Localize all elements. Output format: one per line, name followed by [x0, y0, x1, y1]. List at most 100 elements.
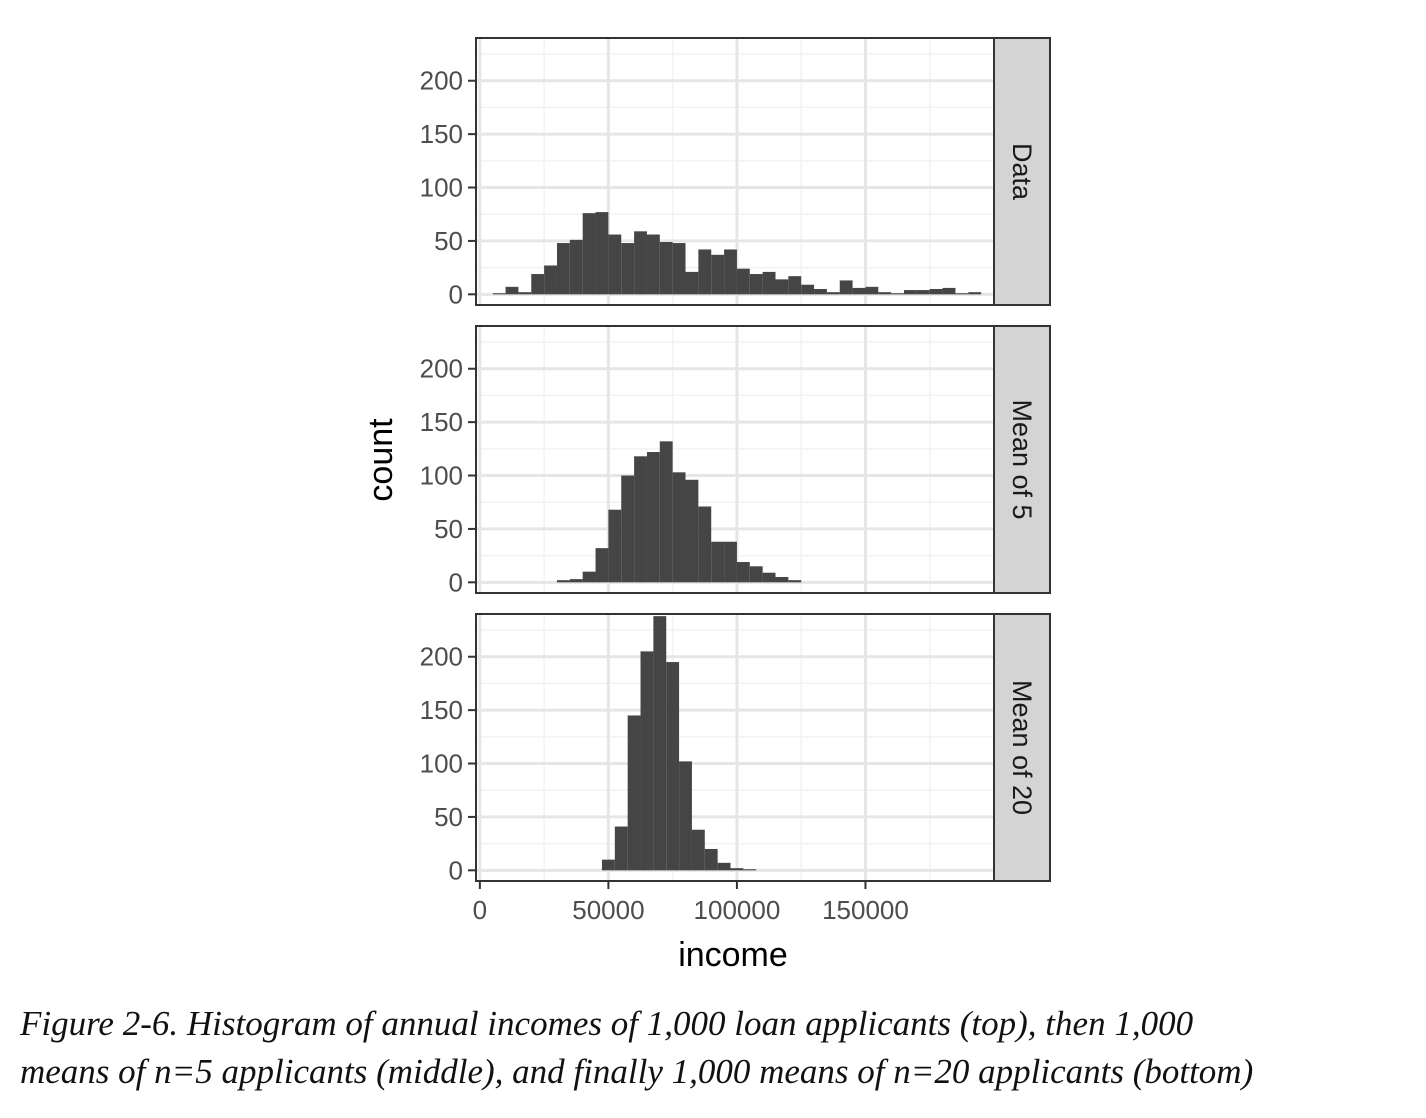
histogram-bar: [968, 292, 982, 295]
histogram-bar: [724, 249, 737, 295]
histogram-bar: [666, 662, 680, 871]
histogram-bar: [685, 479, 699, 583]
histogram-bar: [775, 279, 789, 295]
histogram-bar: [762, 271, 776, 295]
histogram-bar: [569, 239, 583, 295]
histogram-bar: [865, 286, 879, 295]
figure-caption: Figure 2-6. Histogram of annual incomes …: [20, 1000, 1410, 1096]
histogram-bar: [646, 234, 660, 295]
histogram-bar: [801, 284, 815, 295]
y-tick-label: 100: [420, 173, 463, 203]
histogram-bar: [569, 579, 583, 583]
histogram-bar: [556, 580, 570, 583]
histogram-bar: [556, 243, 570, 295]
histogram-bar: [852, 287, 866, 295]
histogram-bar: [634, 231, 647, 295]
histogram-bar: [679, 761, 692, 871]
histogram-bar: [749, 274, 763, 295]
x-tick-label: 0: [473, 895, 487, 925]
y-tick-label: 50: [434, 514, 463, 544]
histogram-bar: [492, 293, 506, 295]
y-tick-label: 100: [420, 749, 463, 779]
facet-strip: [993, 37, 1051, 306]
histogram-bar: [698, 249, 712, 295]
facet-panel: Data 0 50 100 150 200: [420, 37, 1051, 309]
caption-line-2: means of n=5 applicants (middle), and fi…: [20, 1052, 1254, 1091]
histogram-bar: [904, 290, 917, 295]
x-tick-label: 50000: [572, 895, 644, 925]
histogram-bar: [672, 472, 686, 583]
y-tick-label: 150: [420, 407, 463, 437]
histogram-bar: [711, 541, 725, 583]
histogram-bar: [634, 456, 647, 583]
y-tick-label: 0: [449, 567, 463, 597]
histogram-bar: [891, 293, 905, 295]
histogram-bar: [916, 290, 930, 295]
x-tick-label: 150000: [822, 895, 909, 925]
histogram-bar: [627, 715, 641, 871]
y-tick-label: 150: [420, 119, 463, 149]
facet-panel: Mean of 20 0 50 100 150 200: [420, 613, 1051, 885]
histogram-bar: [646, 452, 660, 583]
y-tick-label: 200: [420, 66, 463, 96]
facet-strip-label: Mean of 5: [1007, 399, 1037, 519]
histogram-bar: [621, 243, 635, 295]
histogram-bar: [518, 292, 532, 295]
caption-line-1: Figure 2-6. Histogram of annual incomes …: [20, 1004, 1194, 1043]
histogram-bar: [839, 280, 853, 295]
histogram-bar: [595, 548, 609, 583]
y-tick-label: 100: [420, 461, 463, 491]
histogram-bar: [704, 848, 718, 871]
histogram-bar: [749, 566, 763, 583]
histogram-bar: [614, 826, 628, 871]
histogram-bar: [724, 541, 737, 583]
histogram-bar: [595, 212, 609, 295]
histogram-bar: [621, 475, 635, 583]
x-tick-label: 100000: [694, 895, 781, 925]
histogram-bar: [743, 869, 757, 871]
facet-strip-label: Mean of 20: [1007, 680, 1037, 815]
histogram-bar: [608, 509, 622, 583]
y-tick-label: 150: [420, 695, 463, 725]
y-tick-label: 0: [449, 855, 463, 885]
histogram-bar: [814, 288, 827, 295]
histogram-bar: [730, 868, 744, 871]
histogram-bar: [531, 274, 545, 295]
histogram-bar: [672, 243, 686, 295]
histogram-bar: [582, 571, 596, 583]
histogram-bar: [582, 213, 596, 295]
y-tick-label: 200: [420, 642, 463, 672]
histogram-bar: [775, 576, 789, 583]
facet-strip: [993, 325, 1051, 594]
histogram-bar: [788, 276, 802, 295]
histogram-bar: [955, 293, 969, 295]
histogram-bar: [685, 271, 699, 295]
histogram-bar: [717, 862, 731, 871]
histogram-bar: [544, 265, 557, 295]
facet-strip: [993, 613, 1051, 882]
histogram-bar: [505, 286, 519, 295]
panel-background: [476, 614, 994, 881]
y-tick-label: 0: [449, 279, 463, 309]
histogram-bar: [659, 441, 673, 583]
histogram-bar: [736, 268, 750, 295]
histogram-bar: [653, 616, 667, 871]
histogram-bar: [691, 829, 705, 871]
histogram-bar: [659, 241, 673, 295]
histogram-bar: [826, 292, 840, 295]
histogram-bar: [942, 287, 956, 295]
y-tick-label: 50: [434, 802, 463, 832]
y-tick-label: 50: [434, 226, 463, 256]
histogram-bar: [608, 234, 622, 295]
y-axis-title: count: [362, 418, 400, 502]
histogram-bar: [736, 562, 750, 583]
histogram-bar: [762, 572, 776, 583]
x-axis-title: income: [678, 936, 788, 974]
facet-panel: Mean of 5 0 50 100 150 200: [420, 325, 1051, 597]
faceted-histogram-chart: count income Data 0 50 100 150 200 Mean of 5 0 5…: [362, 37, 1051, 974]
histogram-bar: [788, 580, 802, 583]
histogram-bar: [601, 859, 615, 871]
y-tick-label: 200: [420, 354, 463, 384]
histogram-bar: [711, 254, 725, 295]
histogram-bar: [929, 288, 943, 295]
